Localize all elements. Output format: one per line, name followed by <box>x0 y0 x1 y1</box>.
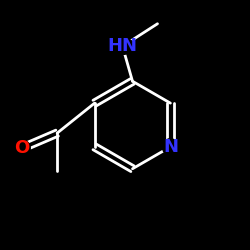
Ellipse shape <box>162 139 178 155</box>
Text: O: O <box>14 139 30 157</box>
Text: N: N <box>163 138 178 156</box>
Text: HN: HN <box>108 37 138 55</box>
Ellipse shape <box>14 140 30 156</box>
Ellipse shape <box>111 38 134 54</box>
